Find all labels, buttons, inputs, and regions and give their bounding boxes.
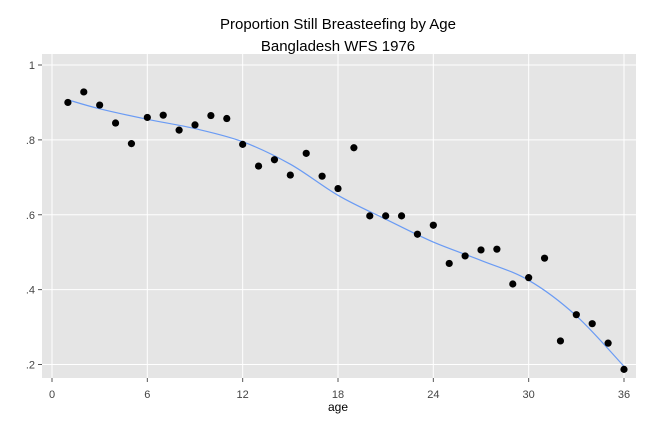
grid-lines (42, 54, 636, 378)
data-point (127, 140, 136, 148)
data-point (239, 140, 247, 148)
x-axis-label: age (328, 400, 348, 414)
x-tick-label: 18 (332, 389, 344, 401)
data-point (429, 221, 437, 229)
data-point (588, 320, 596, 328)
data-point (477, 246, 485, 254)
data-points (64, 88, 628, 373)
y-tick-label: .2 (26, 360, 35, 372)
chart-subtitle: Bangladesh WFS 1976 (261, 38, 415, 55)
data-point (96, 101, 104, 109)
data-point (175, 126, 183, 134)
y-tick-label: .8 (26, 135, 35, 147)
data-point (350, 144, 358, 152)
data-point (334, 184, 342, 193)
data-point (366, 212, 374, 220)
x-tick-label: 6 (144, 389, 150, 401)
data-point (302, 149, 310, 157)
data-point (461, 252, 469, 260)
y-tick-label: 1 (29, 60, 35, 72)
data-point (207, 111, 215, 120)
data-point (80, 88, 88, 96)
x-tick-label: 30 (523, 389, 535, 401)
data-point (191, 121, 199, 129)
chart-title: Proportion Still Breasteefing by Age (220, 16, 456, 33)
data-point (413, 230, 422, 238)
data-point (397, 212, 406, 220)
x-tick-label: 12 (237, 389, 249, 401)
data-point (254, 162, 263, 170)
data-point (143, 113, 151, 122)
x-tick-label: 24 (427, 389, 439, 401)
x-tick-label: 36 (618, 389, 630, 401)
data-point (286, 171, 294, 179)
data-point (382, 212, 390, 220)
x-tick-label: 0 (49, 389, 55, 401)
data-point (604, 339, 612, 347)
plot-panel (42, 54, 636, 378)
axes: 0 6 12 18 24 30 36 .2 .4 .6 .8 1 (26, 60, 630, 401)
data-point (572, 311, 580, 319)
data-point (493, 245, 501, 253)
y-tick-label: .6 (26, 210, 35, 222)
data-point (525, 274, 533, 282)
data-point (445, 259, 453, 268)
data-point (223, 114, 231, 123)
data-point (64, 98, 72, 107)
data-point (620, 365, 628, 373)
y-tick-label: .4 (26, 285, 35, 297)
data-point (540, 254, 549, 262)
data-point (111, 119, 120, 127)
data-point (509, 280, 517, 288)
data-point (159, 111, 167, 119)
data-point (556, 337, 565, 345)
data-point (270, 156, 279, 164)
data-point (318, 172, 326, 180)
